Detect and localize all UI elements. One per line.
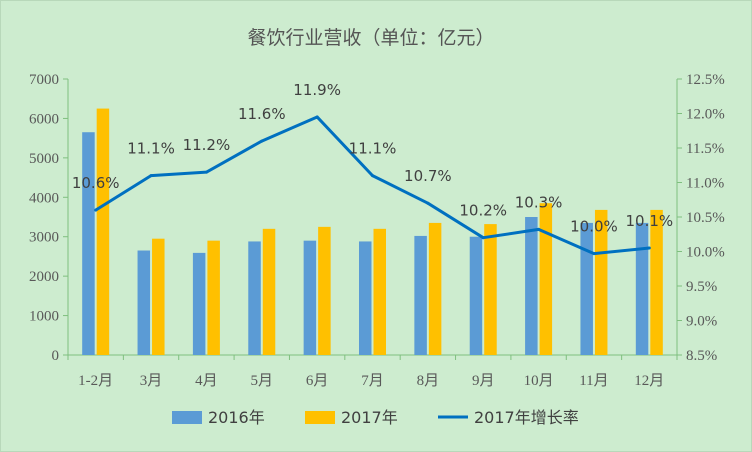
bar-series-1: [248, 241, 261, 355]
bar-series-1: [359, 241, 372, 355]
legend-label: 2017年: [341, 408, 398, 427]
data-label: 11.9%: [293, 81, 341, 99]
y-right-tick-label: 11.0%: [686, 176, 724, 192]
x-tick-label: 8月: [417, 373, 440, 389]
y-left-tick-label: 6000: [29, 111, 59, 127]
growth-point: [149, 174, 153, 178]
data-label: 10.2%: [459, 202, 507, 220]
y-right-tick-label: 10.5%: [686, 210, 725, 226]
bar-series-1: [580, 222, 593, 355]
y-left-tick-label: 7000: [29, 72, 59, 88]
y-left-tick-label: 3000: [29, 230, 59, 246]
growth-point: [647, 246, 651, 250]
x-tick-label: 3月: [140, 373, 163, 389]
data-label: 10.0%: [570, 218, 618, 236]
legend-swatch: [305, 411, 335, 424]
y-left-tick-label: 0: [52, 348, 60, 364]
legend: 2016年 2017年 2017年增长率: [172, 408, 579, 427]
growth-point: [315, 115, 319, 119]
bar-series-1: [635, 222, 649, 355]
data-label: 11.6%: [238, 105, 286, 123]
y-left-tick-label: 1000: [29, 309, 59, 325]
growth-point: [260, 139, 264, 143]
bar-series-1: [137, 250, 151, 355]
bar-series-2: [318, 226, 331, 355]
bar-series-1: [469, 236, 483, 355]
bar-series-1: [414, 235, 427, 355]
y-left-tick-label: 2000: [29, 269, 59, 285]
y-left-tick-label: 5000: [29, 151, 59, 167]
y-right-tick-label: 12.0%: [686, 107, 725, 123]
x-tick-label: 1-2月: [78, 373, 113, 389]
bar-series-2: [207, 240, 220, 355]
growth-point: [204, 170, 208, 174]
x-tick-label: 11月: [579, 373, 608, 389]
x-tick-label: 9月: [472, 373, 495, 389]
x-tick-label: 12月: [634, 373, 664, 389]
bar-series-2: [484, 224, 497, 355]
bar-series-2: [96, 108, 110, 355]
bar-series-2: [594, 209, 608, 355]
growth-point: [537, 227, 541, 231]
bar-series-1: [82, 132, 95, 355]
growth-point: [592, 252, 596, 256]
y-right-tick-label: 9.0%: [686, 314, 717, 330]
plot-area: 0 1000 2000 3000 4000 5000 6000 7000 8.5% 9.0% 9.5…: [29, 72, 725, 389]
growth-line: [94, 115, 650, 256]
y-right-tick-label: 9.5%: [686, 279, 717, 295]
x-tick-label: 5月: [251, 373, 274, 389]
data-label: 10.1%: [625, 212, 673, 230]
x-tick-label: 10月: [524, 373, 554, 389]
y-right-tick-label: 10.0%: [686, 245, 725, 261]
legend-label: 2017年增长率: [474, 408, 579, 427]
growth-point: [426, 201, 430, 205]
y-right-tick-label: 12.5%: [686, 72, 725, 88]
x-tick-label: 4月: [195, 373, 218, 389]
growth-point: [94, 208, 98, 212]
growth-point: [481, 236, 485, 240]
bar-series-2: [262, 228, 276, 355]
chart-title: 餐饮行业营收（单位：亿元）: [247, 27, 494, 49]
y-left-tick-label: 4000: [29, 190, 59, 206]
data-label: 10.7%: [404, 167, 452, 185]
growth-point: [371, 174, 374, 178]
data-label: 11.1%: [349, 140, 397, 158]
bar-series-1: [192, 252, 206, 355]
bar-series-2: [650, 209, 663, 355]
bar-series-1: [303, 240, 317, 355]
bar-series-2: [152, 238, 165, 355]
data-label: 11.1%: [127, 140, 175, 158]
x-tick-label: 7月: [361, 373, 384, 389]
bar-series-1: [525, 217, 538, 355]
y-right-tick-label: 11.5%: [686, 141, 724, 157]
data-label: 11.2%: [183, 136, 231, 154]
bar-series-2: [428, 222, 442, 355]
legend-label: 2016年: [208, 408, 265, 427]
x-tick-label: 6月: [306, 373, 329, 389]
y-right-tick-label: 8.5%: [686, 348, 717, 364]
data-label: 10.6%: [72, 174, 120, 192]
bar-series-2: [373, 228, 386, 355]
data-label: 10.3%: [515, 193, 563, 211]
bar-series-2: [539, 203, 553, 355]
legend-swatch: [172, 411, 202, 424]
